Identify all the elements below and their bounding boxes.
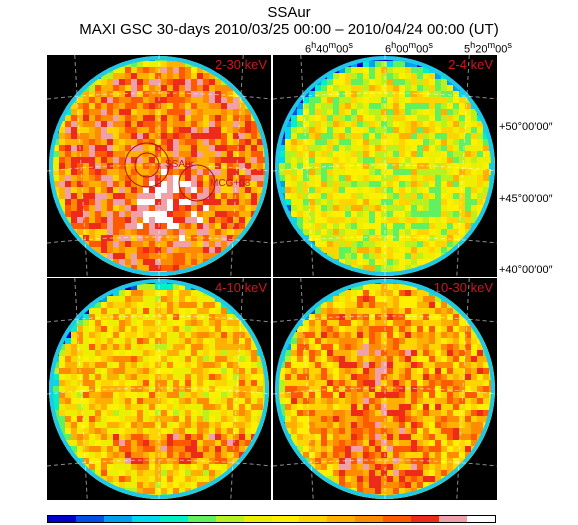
dec-tick-label: +40°00′00″ — [499, 264, 553, 276]
ra-tick-label: 6h40m00s — [305, 40, 353, 56]
color-scale-step — [411, 516, 440, 522]
color-scale-step — [75, 516, 104, 522]
color-scale-step — [159, 516, 188, 522]
sky-map-image — [47, 278, 271, 500]
color-scale-step — [215, 516, 244, 522]
dec-tick-label: +45°00′00″ — [499, 193, 553, 205]
color-scale-step — [467, 516, 495, 522]
color-scale-step — [271, 516, 300, 522]
source-label: SSAur — [165, 159, 194, 170]
color-scale-step — [48, 516, 76, 522]
color-scale-step — [103, 516, 132, 522]
dec-tick-label: +50°00′00″ — [499, 121, 553, 133]
ra-tick-label: 5h20m00s — [464, 40, 512, 56]
color-scale-bar — [47, 515, 496, 523]
color-scale-step — [327, 516, 356, 522]
sky-map-image — [47, 55, 271, 277]
sky-map-panel-2-4kev: 2-4 keV — [273, 55, 497, 277]
energy-band-label: 10-30 keV — [433, 280, 493, 295]
color-scale-step — [383, 516, 412, 522]
sky-map-panel-2-30kev: 2-30 keV SSAur MCG+08 — [47, 55, 271, 277]
color-scale-step — [299, 516, 328, 522]
energy-band-label: 2-30 keV — [214, 57, 267, 72]
color-scale-step — [439, 516, 468, 522]
sky-map-image — [273, 278, 497, 500]
color-scale-step — [243, 516, 272, 522]
energy-band-label: 2-4 keV — [448, 57, 493, 72]
color-scale-step — [131, 516, 160, 522]
chart-title: SSAur — [267, 4, 311, 21]
color-scale-step — [187, 516, 216, 522]
sky-map-panel-4-10kev: 4-10 keV — [47, 278, 271, 500]
sky-map-panel-10-30kev: 10-30 keV — [273, 278, 497, 500]
color-scale-step — [355, 516, 384, 522]
source-label: MCG+08 — [210, 178, 251, 189]
ra-tick-label: 6h00m00s — [385, 40, 433, 56]
sky-map-image — [273, 55, 497, 277]
chart-subtitle: MAXI GSC 30-days 2010/03/25 00:00 – 2010… — [79, 21, 499, 38]
energy-band-label: 4-10 keV — [214, 280, 267, 295]
